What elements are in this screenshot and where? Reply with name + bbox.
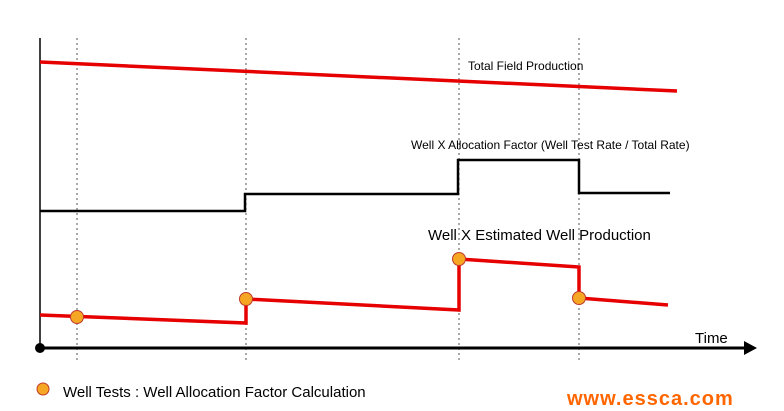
allocation-factor-label: Well X Allocation Factor (Well Test Rate… xyxy=(411,138,690,152)
origin-dot xyxy=(35,343,45,353)
well-test-marker xyxy=(239,292,253,306)
total-field-production-line xyxy=(39,60,678,93)
x-axis-arrow-icon xyxy=(744,341,757,355)
allocation-factor-line xyxy=(40,158,670,213)
total-field-production-label: Total Field Production xyxy=(468,59,583,73)
estimated-production-line xyxy=(39,257,669,325)
well-test-marker xyxy=(70,310,84,324)
estimated-production-label: Well X Estimated Well Production xyxy=(428,227,651,244)
watermark: www.essca.com xyxy=(566,388,734,410)
well-test-marker xyxy=(572,291,586,305)
x-axis-label: Time xyxy=(695,330,728,347)
orange-circle-icon xyxy=(36,382,50,396)
legend-label: Well Tests : Well Allocation Factor Calc… xyxy=(63,384,366,401)
well-test-marker xyxy=(452,252,466,266)
